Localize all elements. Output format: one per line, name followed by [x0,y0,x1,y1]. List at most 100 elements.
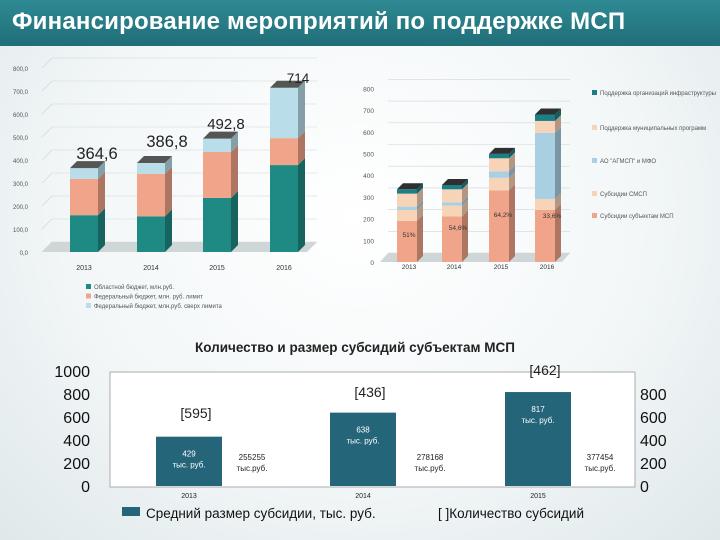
bar-seg-side [555,203,561,262]
bar-value-label: 429 [182,450,196,459]
subsidy-bar [330,412,396,486]
bar-seg [535,114,555,121]
bar-seg [270,138,298,166]
y-tick-label: 500,0 [13,136,29,142]
right-tick-label: 200 [640,456,667,473]
legend-swatch [592,191,597,196]
bar-seg-side [231,190,238,252]
y-tick-label: 700,0 [13,90,29,96]
bar-seg [137,163,165,174]
x-tick-label: 2013 [181,493,197,500]
bar-value-label: тыс. руб. [172,461,205,470]
bar-seg [137,173,165,217]
bar-seg-side [417,200,423,210]
legend-label: Поддержка организаций инфраструктуры [600,90,716,97]
total-label: 492,8 [207,116,245,133]
share-annotation: 33,6% [543,213,562,220]
bar-value-label: тыс. руб. [346,437,379,446]
total-amount-label: тыс.руб. [585,464,616,473]
bar-seg-side [509,152,515,172]
bar-seg [535,199,555,210]
grid-diag [41,241,53,253]
bar-top [270,80,305,88]
bar-seg [397,220,417,262]
bar-seg-side [555,108,561,121]
legend-swatch [592,125,597,130]
bar-seg-side [509,171,515,191]
floor [380,253,570,262]
bar-seg-side [417,203,423,221]
grid-diag [41,57,53,69]
chart-title: Количество и размер субсидий субъектам М… [195,340,515,355]
left-tick-label: 400 [63,433,90,450]
legend-swatch [86,284,91,289]
legend-swatch [122,507,140,516]
grid-diag [41,126,53,138]
bar-seg-side [417,214,423,262]
bar-top [397,183,423,190]
y-tick-label: 800,0 [13,67,29,73]
chart-funding: 0,0 100,0 200,0 300,0 400,0 500,0 600,0 700,0 80… [13,57,317,310]
bar-seg-side [98,171,105,216]
x-tick-label: 2015 [530,493,546,500]
right-tick-label: 400 [640,433,667,450]
grid-diag [41,80,53,92]
y-tick-label: 600,0 [13,113,29,119]
bar-seg-side [462,196,468,206]
bar-seg [397,209,417,221]
chart-subsidies: Количество и размер субсидий субъектам М… [54,340,667,521]
total-label: 714 [287,71,310,86]
legend-swatch [592,158,597,163]
total-amount-label: тыс.руб. [237,464,268,473]
bar-top [442,178,468,185]
legend-swatch [86,293,91,299]
legend-label: [ ]Количество субсидий [438,506,584,521]
bar-seg [397,193,417,207]
legend-label: Поддержка муниципальных программ [600,126,706,132]
count-label: [595] [180,405,211,421]
bar-seg [442,184,462,190]
bar-seg-side [417,187,423,207]
total-label: 386,8 [146,133,187,151]
bar-seg-side [298,131,305,166]
legend-label: Субсидии субъектам МСП [600,214,674,220]
bar-seg-side [555,193,561,210]
bar-seg-side [509,165,515,178]
bar-seg [270,87,298,139]
y-tick-label: 400 [363,173,374,180]
y-tick-label: 300,0 [13,182,29,188]
bar-value-label: 638 [356,426,370,435]
grid-diag [41,149,53,161]
total-amount-label: 255255 [239,453,266,462]
bar-top [70,161,105,169]
left-tick-label: 600 [63,410,90,427]
bar-seg [489,177,509,191]
grid-diag [41,172,53,184]
legend-swatch [592,213,597,218]
bar-seg-side [98,208,105,252]
bar-seg-side [165,209,172,252]
bar-seg [203,138,231,152]
y-tick-label: 600 [363,130,374,137]
bar-seg-side [298,80,305,139]
bar-top [535,108,561,115]
legend-label: АО "АГМСП" и МФО [600,159,656,165]
legend-label: Субсидии СМСП [600,192,647,198]
bar-seg [70,178,98,216]
bar-seg-side [231,131,238,152]
subsidy-bar [156,436,222,486]
bar-seg-side [231,144,238,198]
bar-seg-side [555,114,561,133]
x-tick-label: 2016 [276,265,292,272]
total-amount-label: 377454 [587,453,614,462]
bar-seg-side [509,184,515,262]
x-tick-label: 2014 [355,493,371,500]
x-tick-label: 2013 [402,264,417,271]
bar-seg-side [165,166,172,217]
total-amount-label: тыс.руб. [415,464,446,473]
right-tick-label: 800 [640,387,667,404]
bar-seg [535,132,555,200]
bar-seg-side [462,178,468,190]
bar-seg-side [417,183,423,194]
bar-seg [489,171,509,178]
